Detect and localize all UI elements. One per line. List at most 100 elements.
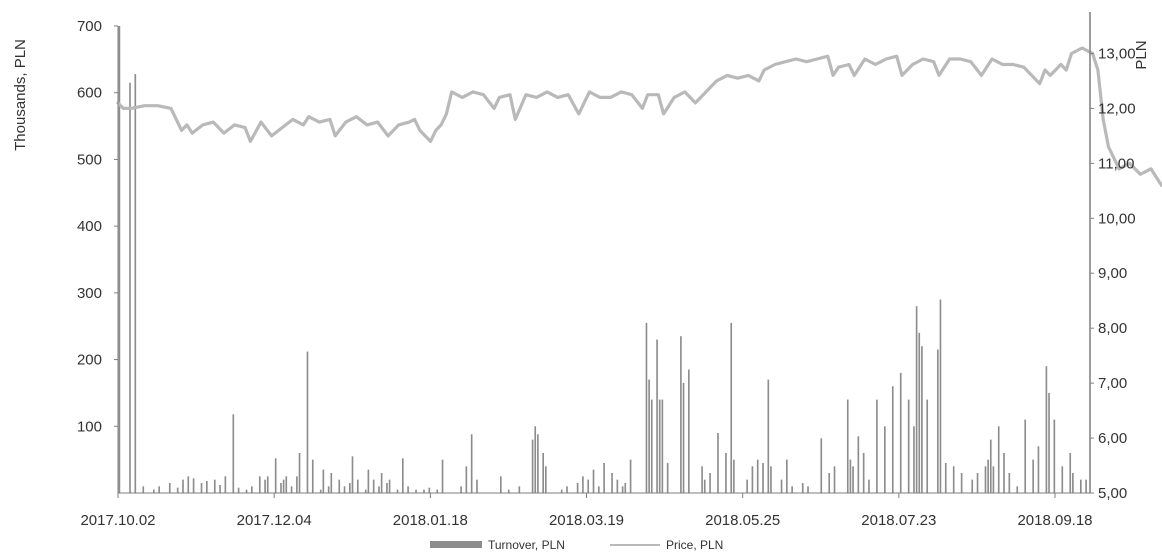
turnover-bar	[656, 339, 658, 493]
x-tick-labels: 2017.10.02 2017.12.04 2018.01.18 2018.03.19…	[80, 493, 1093, 529]
turnover-bar	[629, 459, 632, 493]
turnover-bar	[807, 486, 809, 493]
turnover-bar	[918, 332, 921, 493]
turnover-bar	[158, 486, 160, 493]
turnover-bar	[907, 399, 910, 493]
turnover-bar	[213, 479, 216, 493]
legend-label-turnover: Turnover, PLN	[488, 538, 565, 552]
turnover-bar	[258, 476, 261, 493]
turnover-bar	[372, 479, 375, 493]
axes	[117, 12, 1091, 494]
turnover-bar	[1045, 366, 1048, 493]
turnover-bar	[717, 432, 719, 493]
turnover-bar	[192, 478, 195, 493]
turnover-bar	[118, 26, 121, 493]
legend: Turnover, PLN Price, PLN	[430, 538, 723, 552]
turnover-bar	[296, 476, 298, 493]
x-tick-label: 2018.07.23	[861, 512, 936, 529]
turnover-bar	[545, 466, 547, 493]
turnover-bar	[566, 486, 568, 493]
turnover-bar	[282, 479, 285, 493]
turnover-bar	[518, 486, 521, 493]
turnover-bar	[884, 426, 886, 493]
x-tick-label: 2018.03.19	[549, 512, 624, 529]
turnover-bar	[327, 486, 330, 493]
turnover-bar	[926, 399, 929, 493]
turnover-bar	[997, 426, 1000, 493]
turnover-bar	[176, 487, 179, 493]
turnover-bar	[791, 486, 793, 493]
left-tick-label: 500	[77, 151, 102, 168]
turnover-bar	[582, 476, 584, 493]
turnover-bar	[343, 486, 346, 493]
x-tick-label: 2017.10.02	[80, 512, 155, 529]
turnover-bar	[330, 472, 333, 493]
right-tick-label: 5,00	[1098, 485, 1127, 502]
left-tick-label: 300	[77, 285, 102, 302]
turnover-bar	[542, 452, 544, 493]
turnover-bar	[587, 479, 590, 493]
x-tick-label: 2018.01.18	[393, 512, 468, 529]
turnover-bar	[507, 489, 510, 493]
turnover-bar	[725, 452, 727, 493]
turnover-bar	[703, 479, 706, 493]
x-tick-label: 2017.12.04	[237, 512, 312, 529]
turnover-bar	[952, 466, 955, 493]
turnover-bar	[624, 482, 627, 493]
left-tick-label: 200	[77, 352, 102, 369]
turnover-bar	[290, 486, 293, 493]
turnover-bar	[658, 399, 661, 493]
turnover-bar	[237, 487, 240, 493]
turnover-bar	[976, 472, 979, 493]
turnover-bar	[349, 482, 351, 493]
turnover-bar	[285, 476, 288, 493]
turnover-bar	[470, 434, 473, 493]
turnover-bar	[1037, 446, 1040, 493]
left-tick-labels: 100 200 300 400 500 600 700	[77, 18, 118, 435]
turnover-bar	[401, 458, 404, 493]
turnover-bar	[939, 299, 942, 493]
turnover-bar	[298, 452, 301, 493]
turnover-bar	[465, 466, 468, 493]
turnover-bar	[245, 489, 248, 493]
turnover-bar	[989, 439, 992, 493]
turnover-bar	[1053, 419, 1056, 493]
turnover-bar	[1003, 452, 1005, 493]
turnover-bar	[129, 82, 131, 494]
turnover-bar	[592, 469, 595, 493]
left-tick-label: 700	[77, 18, 102, 35]
turnover-bar	[142, 486, 145, 493]
turnover-bar	[762, 462, 764, 493]
turnover-bar	[367, 469, 370, 493]
turnover-bar	[441, 459, 444, 493]
turnover-bar	[701, 466, 703, 493]
turnover-bar	[378, 486, 380, 493]
turnover-bar	[616, 479, 619, 493]
turnover-bar	[913, 426, 915, 493]
turnover-bar	[537, 434, 539, 493]
turnover-bar	[603, 462, 605, 493]
turnover-bar	[407, 486, 409, 493]
turnover-bar	[746, 479, 748, 493]
legend-label-price: Price, PLN	[666, 538, 723, 552]
turnover-bar	[423, 489, 425, 493]
turnover-bar	[852, 466, 854, 493]
turnover-bar	[280, 482, 282, 493]
turnover-bar	[833, 466, 836, 493]
turnover-bar	[868, 479, 870, 493]
turnover-bar	[820, 438, 823, 493]
turnover-bar	[1085, 479, 1087, 493]
turnover-bar	[661, 399, 664, 493]
turnover-bar	[415, 489, 417, 493]
turnover-bar	[219, 484, 221, 493]
turnover-bar	[1061, 466, 1064, 493]
turnover-bar	[828, 472, 831, 493]
turnover-bar	[476, 479, 478, 493]
turnover-bar	[666, 462, 669, 493]
turnover-bar	[645, 322, 648, 493]
turnover-bar	[153, 489, 155, 493]
turnover-bar	[984, 466, 987, 493]
turnover-bar	[876, 399, 878, 493]
turnover-bar	[921, 346, 923, 493]
turnover-bar	[1024, 419, 1027, 493]
